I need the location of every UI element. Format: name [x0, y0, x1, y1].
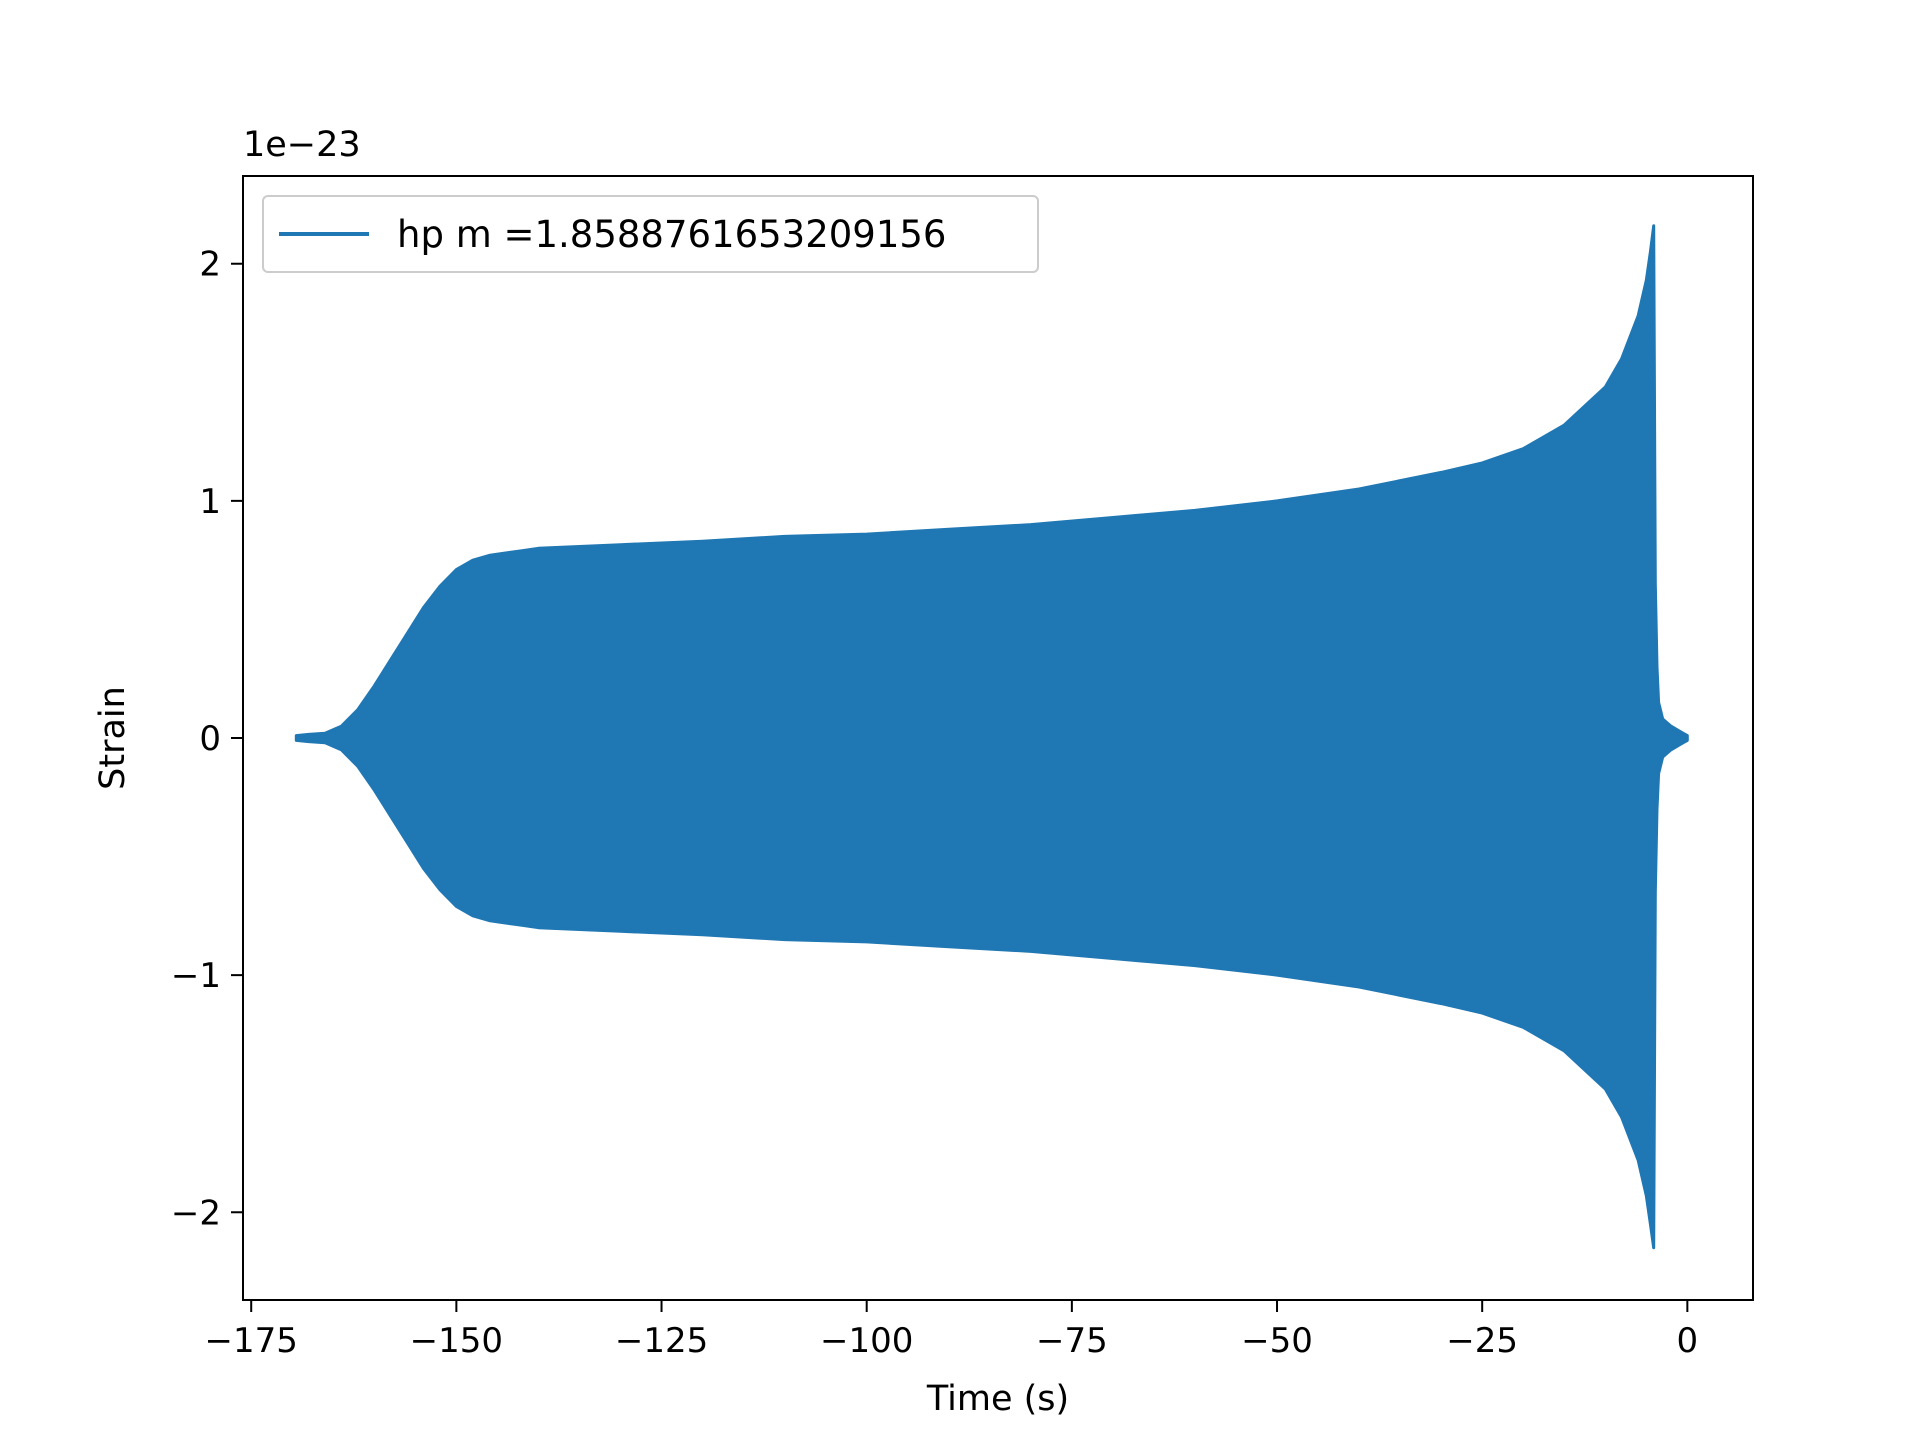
y-tick-label: 2 [199, 245, 221, 285]
legend-box [262, 195, 1039, 273]
y-tick-label: −1 [171, 956, 221, 996]
x-tick-label: 0 [1677, 1321, 1699, 1361]
x-tick-label: −175 [205, 1321, 298, 1361]
x-tick-label: −100 [820, 1321, 913, 1361]
y-axis-ticks: −2 −1 0 1 2 [171, 245, 243, 1233]
x-tick-label: −150 [410, 1321, 503, 1361]
x-tick-label: −50 [1241, 1321, 1313, 1361]
y-axis-label: Strain [93, 686, 133, 790]
y-tick-label: −2 [171, 1193, 221, 1233]
x-axis-label: Time (s) [926, 1379, 1069, 1419]
x-tick-label: −25 [1446, 1321, 1518, 1361]
series-layer [294, 224, 1689, 1250]
series-0-envelope [294, 224, 1689, 1250]
x-tick-label: −125 [615, 1321, 708, 1361]
y-tick-label: 0 [199, 719, 221, 759]
legend-entry: hp m =1.8588761653209156 [397, 213, 946, 256]
plot-area: −175 −150 −125 −100 −75 −50 −25 0 −2 −1 0 1 2 [171, 175, 1754, 1361]
x-tick-label: −75 [1036, 1321, 1108, 1361]
y-axis-offset-label: 1e−23 [243, 125, 361, 165]
x-axis-ticks: −175 −150 −125 −100 −75 −50 −25 0 [205, 1300, 1699, 1361]
legend: hp m =1.8588761653209156 [262, 195, 1039, 273]
y-tick-label: 1 [199, 482, 221, 522]
